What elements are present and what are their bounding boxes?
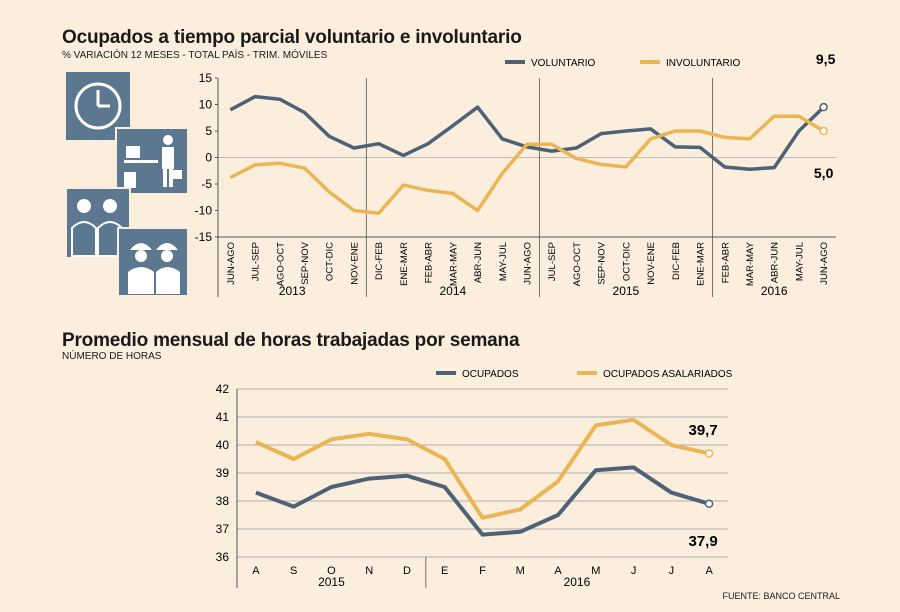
annotation-asalariados: 39,7: [689, 422, 718, 439]
x-tick-label: OCT-DIC: [621, 242, 632, 281]
x-tick-label: AGO-OCT: [572, 242, 583, 287]
y-tick-label: 0: [205, 151, 212, 165]
x-tick-label: JUN-AGO: [819, 242, 830, 285]
professionals-icon: [65, 187, 131, 259]
y-tick-label: -10: [195, 204, 213, 218]
legend-label: OCUPADOS ASALARIADOS: [603, 369, 733, 380]
y-tick-label: 36: [216, 550, 230, 564]
y-tick-label: 10: [199, 98, 213, 112]
office-worker-icon: [115, 127, 189, 195]
y-tick-label: 41: [216, 410, 230, 424]
x-tick-label: MAY-JUL: [498, 242, 509, 281]
year-label: 2014: [439, 284, 466, 298]
y-tick-label: 40: [216, 438, 230, 452]
x-tick-label: A: [705, 565, 713, 577]
x-tick-label: DIC-FEB: [374, 242, 385, 280]
y-tick-label: 15: [199, 71, 213, 85]
year-label: 2016: [564, 575, 591, 589]
x-tick-label: MAR-MAY: [448, 241, 459, 286]
x-tick-label: MAY-JUL: [794, 242, 805, 281]
end-point-marker: [704, 449, 714, 458]
end-point-marker: [704, 499, 714, 509]
x-tick-label: M: [516, 565, 525, 577]
chart1-title: Ocupados a tiempo parcial voluntario e i…: [62, 27, 522, 48]
x-tick-label: ENE-MAR: [399, 242, 410, 286]
x-tick-label: M: [591, 565, 600, 577]
x-tick-label: JUL-SEP: [547, 242, 558, 281]
x-tick-label: ABR-JUN: [473, 242, 484, 283]
chart1-subtitle: % VARIACIÓN 12 MESES - TOTAL PAÍS - TRIM…: [62, 50, 328, 61]
source-note: FUENTE: BANCO CENTRAL: [722, 591, 840, 601]
series-line-asalariados: [255, 417, 710, 520]
construction-workers-icon: [117, 227, 189, 297]
x-tick-label: ENE-MAR: [696, 242, 707, 286]
x-tick-label: D: [403, 565, 411, 577]
end-point-marker: [819, 126, 828, 136]
x-tick-label: OCT-DIC: [325, 242, 336, 281]
chart2-title: Promedio mensual de horas trabajadas por…: [62, 330, 520, 351]
y-tick-label: 37: [216, 522, 230, 536]
annotation-involuntario: 5,0: [814, 165, 834, 181]
chart2-subtitle: NÚMERO DE HORAS: [62, 351, 162, 362]
legend-label: OCUPADOS: [462, 369, 519, 380]
x-tick-label: A: [554, 565, 562, 577]
series-line-ocupados: [255, 465, 710, 537]
y-tick-label: -15: [195, 230, 213, 244]
x-tick-label: FEB-ABR: [720, 242, 731, 283]
x-tick-label: JUN-AGO: [226, 242, 237, 285]
x-tick-label: A: [252, 565, 260, 577]
x-tick-label: MAR-MAY: [745, 241, 756, 286]
x-tick-label: S: [290, 565, 297, 577]
x-tick-label: SEP-NOV: [300, 241, 311, 284]
x-tick-label: FEB-ABR: [424, 242, 435, 283]
annotation-ocupados: 37,9: [689, 533, 718, 550]
y-tick-label: 39: [216, 466, 230, 480]
x-tick-label: JUN-AGO: [523, 242, 534, 285]
y-tick-label: 38: [216, 494, 230, 508]
year-label: 2015: [613, 284, 640, 298]
x-tick-label: E: [441, 565, 448, 577]
legend-label: VOLUNTARIO: [531, 58, 595, 69]
x-tick-label: NOV-ENE: [349, 242, 360, 285]
y-tick-label: 5: [205, 124, 212, 138]
x-tick-label: N: [365, 565, 373, 577]
x-tick-label: DIC-FEB: [671, 242, 682, 280]
year-label: 2016: [761, 284, 788, 298]
year-label: 2015: [318, 575, 345, 589]
x-tick-label: SEP-NOV: [597, 241, 608, 284]
x-tick-label: J: [669, 565, 675, 577]
x-tick-label: JUL-SEP: [251, 242, 262, 281]
x-tick-label: J: [631, 565, 637, 577]
series-line-involuntario: [229, 114, 825, 215]
x-tick-label: NOV-ENE: [646, 242, 657, 285]
y-tick-label: 42: [216, 382, 230, 396]
end-point-marker: [819, 102, 828, 112]
year-label: 2013: [279, 284, 306, 298]
x-tick-label: O: [327, 565, 336, 577]
legend-label: INVOLUNTARIO: [666, 58, 740, 69]
x-tick-label: F: [479, 565, 486, 577]
y-tick-label: -5: [201, 177, 212, 191]
annotation-voluntario: 9,5: [816, 51, 836, 67]
x-tick-label: ABR-JUN: [770, 242, 781, 283]
x-tick-label: AGO-OCT: [275, 242, 286, 287]
